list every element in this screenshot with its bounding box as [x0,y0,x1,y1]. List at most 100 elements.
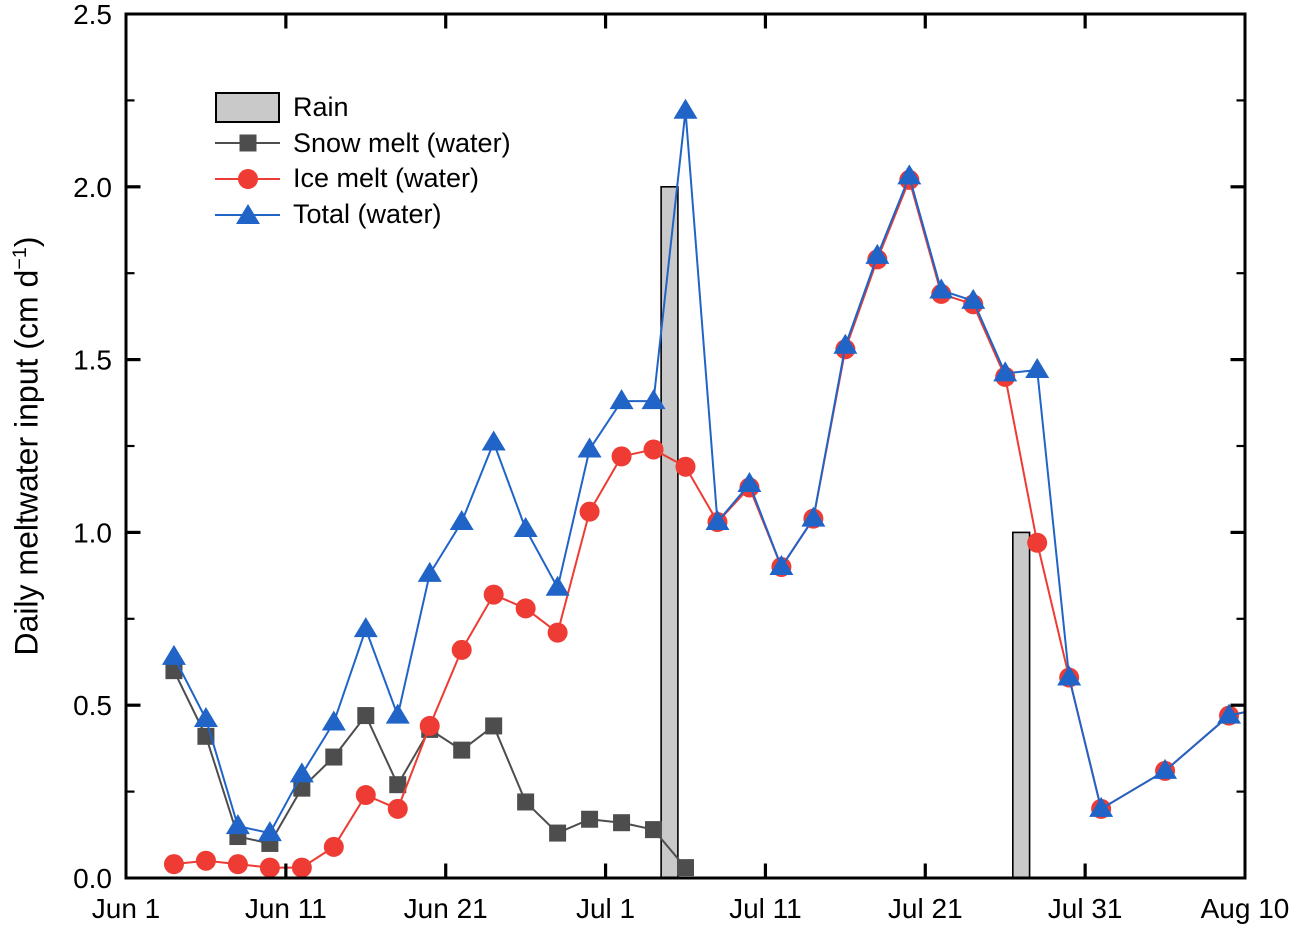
circle-marker [323,836,344,857]
rain-bar [660,186,679,878]
legend: Rain Snow melt (water) Ice melt (water) … [215,90,511,232]
circle-marker [1027,532,1048,553]
triangle-marker [1217,703,1242,724]
triangle-marker [1025,357,1050,378]
y-tick-label: 2.5 [73,0,112,30]
circle-marker [451,639,472,660]
y-tick-label: 0.0 [73,863,112,894]
total-line-sample [215,203,280,224]
circle-marker [195,850,216,871]
legend-item-ice-melt: Ice melt (water) [215,161,511,197]
x-tick-label: Jun 11 [245,893,327,924]
square-marker [325,748,343,766]
y-axis-title-text: Daily meltwater input (cm d [8,269,45,656]
x-tick-label: Jun 21 [404,893,488,924]
triangle-marker [225,814,250,835]
triangle-marker [193,707,218,728]
triangle-marker [737,472,762,493]
triangle-marker [609,389,634,410]
snow-melt-water-series [165,662,694,877]
triangle-marker [481,430,506,451]
circle-marker [515,598,536,619]
triangle-marker [897,164,922,185]
x-tick-label: Jul 11 [729,893,802,924]
x-tick-label: Jul 1 [576,893,635,924]
circle-marker [579,501,600,522]
triangle-marker [929,278,954,299]
square-marker [485,717,503,735]
y-axis-title-close: ) [8,236,45,248]
y-tick-label: 2.0 [73,172,112,203]
triangle-marker [865,243,890,264]
circle-marker [163,854,184,875]
square-marker-icon [239,134,256,152]
rain-swatch-icon [215,92,280,124]
legend-item-snow-melt: Snow melt (water) [215,126,511,162]
y-tick-label: 1.0 [73,517,112,548]
circle-marker [483,584,504,605]
triangle-marker [353,617,378,638]
triangle-marker [833,333,858,354]
circle-marker [387,798,408,819]
triangle-marker [449,510,474,531]
circle-marker [675,456,696,477]
triangle-marker [545,575,570,596]
rain-bars-layer [660,186,1031,878]
y-tick-label: 1.5 [73,345,112,376]
legend-item-total: Total (water) [215,197,511,233]
square-marker [677,859,694,877]
axes-layer: Jun 1 Jun 11 Jun 21 Jul 1 Jul 11 Jul 21 Jul 31… [73,0,1289,924]
x-tick-label: Jul 31 [1048,893,1123,924]
x-tick-label: Aug 10 [1201,893,1290,924]
legend-label-rain: Rain [293,92,349,123]
triangle-marker [673,98,698,119]
square-marker [613,814,631,832]
ice-melt-water-series [163,169,1245,878]
circle-marker-icon [237,168,258,189]
circle-marker [643,439,664,460]
snow-melt-line-sample [215,134,280,152]
triangle-marker [801,506,826,527]
square-marker [549,824,567,842]
x-tick-label: Jul 21 [888,893,963,924]
square-marker [357,707,375,725]
triangle-marker [417,561,442,582]
triangle-marker [161,644,186,665]
circle-marker [291,857,312,878]
y-axis-title: Daily meltwater input (cm d−1) [9,236,46,655]
triangle-marker [577,437,602,458]
circle-marker [547,622,568,643]
triangle-marker [993,361,1018,382]
triangle-marker [289,762,314,783]
y-tick-label: 0.5 [73,690,112,721]
triangle-marker [1057,665,1082,686]
triangle-marker [1089,796,1114,817]
square-marker [645,821,663,839]
ice-melt-line-sample [215,168,280,189]
total-water-series [161,98,1245,842]
legend-label-total: Total (water) [293,199,442,230]
y-axis-title-superscript: −1 [8,247,31,270]
x-tick-label: Jun 1 [92,893,161,924]
triangle-marker [961,288,986,309]
triangle-marker [769,554,794,575]
square-marker [453,741,471,759]
snow-melt-water-line [173,670,687,869]
triangle-marker [385,703,410,724]
square-marker [389,776,407,794]
circle-marker [227,854,248,875]
square-marker [581,810,599,828]
triangle-marker [641,389,666,410]
triangle-marker [1153,758,1178,779]
circle-marker [611,446,632,467]
plot-frame [124,12,1247,880]
square-marker [517,793,535,811]
triangle-marker [321,710,346,731]
circle-marker [259,857,280,878]
triangle-marker [513,516,538,537]
rain-bar [1012,531,1031,878]
legend-label-snow-melt: Snow melt (water) [293,127,511,158]
legend-item-rain: Rain [215,90,511,126]
triangle-marker-icon [235,203,260,224]
